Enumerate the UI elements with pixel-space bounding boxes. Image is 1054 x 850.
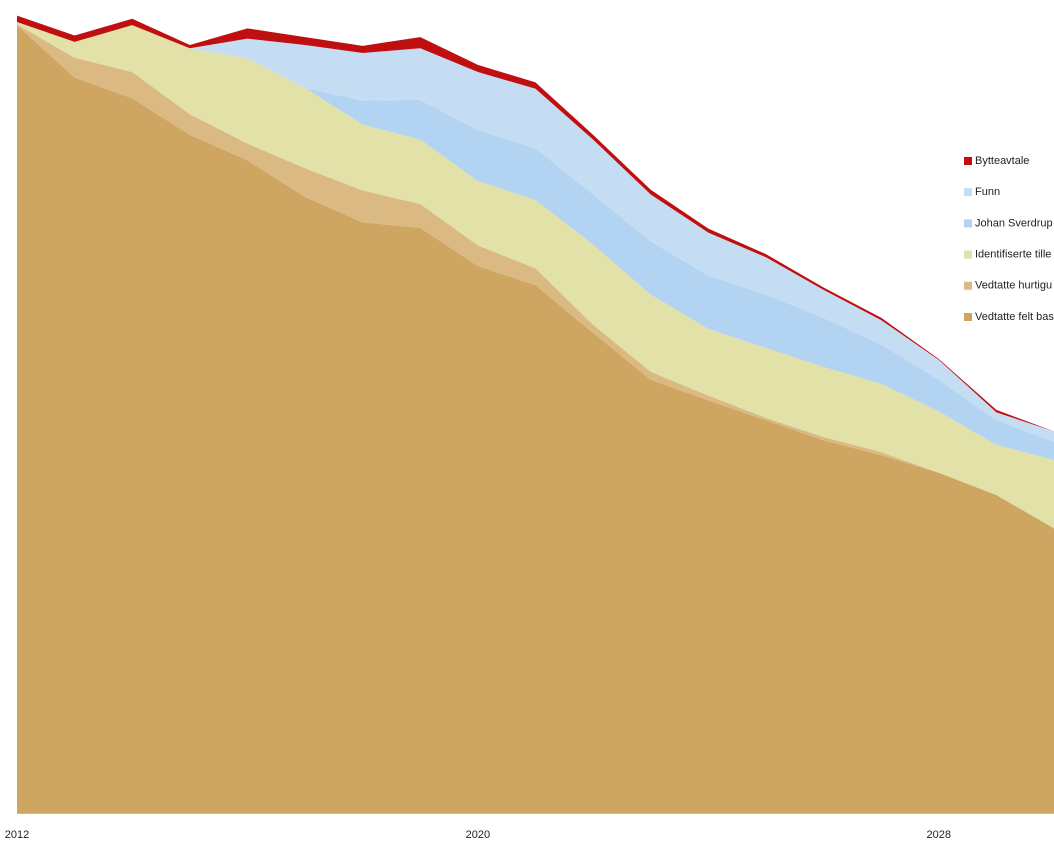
legend-swatch	[964, 188, 972, 197]
legend-swatch	[964, 157, 972, 165]
legend-swatch	[964, 313, 972, 321]
legend-label: Bytteavtale	[975, 155, 1029, 167]
legend-swatch	[964, 281, 972, 290]
legend-label: Johan Sverdrup	[975, 217, 1053, 229]
legend-label: Funn	[975, 186, 1000, 198]
area	[17, 21, 1054, 461]
area	[17, 24, 1054, 529]
legend-swatch	[964, 250, 972, 259]
x-tick-label: 2028	[927, 829, 951, 841]
area	[17, 21, 1054, 442]
area	[17, 25, 1054, 813]
legend-label: Vedtatte hurtigu	[975, 280, 1052, 292]
legend-label: Identifiserte tille	[975, 249, 1051, 261]
x-tick-label: 2012	[5, 829, 29, 841]
legend-swatch	[964, 219, 972, 228]
area	[17, 21, 1054, 529]
x-tick-label: 2020	[466, 829, 490, 841]
legend-label: Vedtatte felt bas	[975, 311, 1054, 323]
